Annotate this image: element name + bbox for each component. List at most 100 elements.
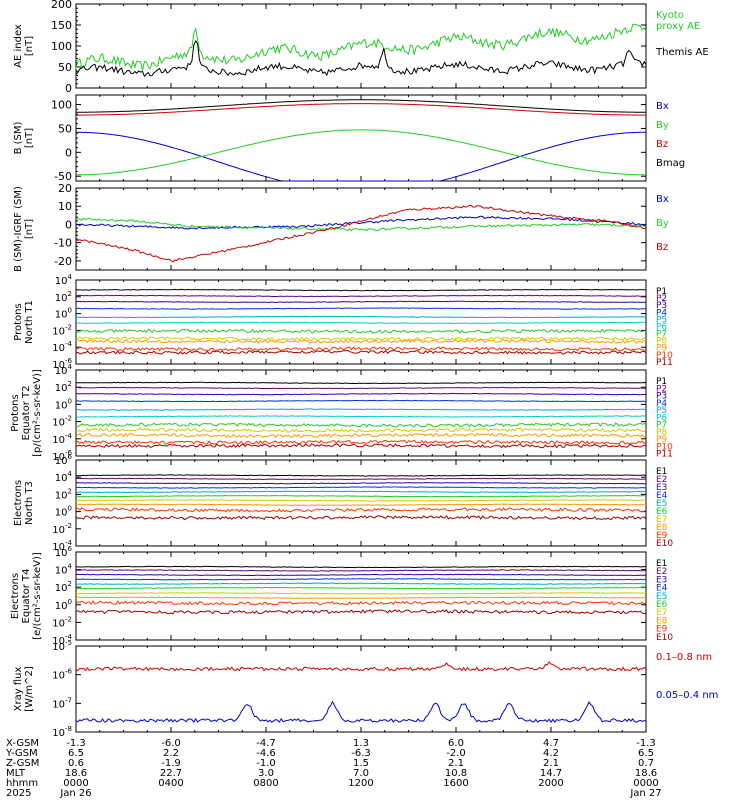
panel-1-series-themis-ae bbox=[75, 39, 647, 78]
panel-1-ytick-label: 100 bbox=[51, 40, 72, 53]
panel-6-series-e6 bbox=[75, 494, 646, 498]
panel-2-ytick-label: -50 bbox=[54, 170, 72, 183]
panel-6-legend: E4 bbox=[656, 491, 668, 501]
panel-6-ytick-label: 10-2 bbox=[52, 522, 72, 536]
panel-5-series-p2 bbox=[75, 386, 646, 390]
panel-2-ylabel: [nT] bbox=[24, 128, 35, 148]
panel-7-series-e3 bbox=[75, 573, 647, 577]
panel-5-series-p11 bbox=[75, 443, 647, 449]
panel-4-legend: P8 bbox=[656, 337, 667, 347]
panel-7-legend: E2 bbox=[656, 567, 667, 577]
axis-row-value: 3.0 bbox=[258, 768, 274, 779]
panel-5-legend: P8 bbox=[656, 428, 667, 438]
panel-7-series-e7 bbox=[76, 592, 647, 595]
panel-6-ytick-label: 102 bbox=[55, 487, 72, 501]
panel-6-legend: E9 bbox=[656, 531, 668, 541]
panel-3-ytick-label: -10 bbox=[54, 237, 72, 250]
axis-row-value: 0.7 bbox=[638, 758, 654, 769]
panel-1-legend: Kyoto bbox=[656, 10, 684, 21]
axis-row-label: hhmm bbox=[6, 778, 38, 789]
panel-4-series-p10 bbox=[75, 346, 647, 352]
axis-row-value: -2.0 bbox=[446, 748, 466, 759]
panel-1-ytick-label: 150 bbox=[51, 19, 72, 32]
panel-8-legend: 0.1–0.8 nm bbox=[656, 652, 712, 663]
panel-2-ytick-label: 100 bbox=[51, 99, 72, 112]
panel-3-ylabel: B (SM)-IGRF (SM) bbox=[13, 186, 24, 272]
panel-4-series-p1 bbox=[75, 288, 646, 292]
panel-4-ytick-label: 102 bbox=[55, 290, 72, 304]
panel-6-series-e5 bbox=[75, 490, 647, 494]
panel-6-legend: E2 bbox=[656, 475, 667, 485]
axis-row-value: 0400 bbox=[158, 778, 183, 789]
panel-8-ytick-label: 10-5 bbox=[52, 639, 72, 653]
axis-row-value: -6.0 bbox=[161, 738, 181, 749]
panel-3-ytick-label: -20 bbox=[54, 255, 72, 268]
panel-7-series-e9 bbox=[75, 600, 647, 606]
panel-2-legend: By bbox=[656, 120, 669, 131]
panel-4-legend: P2 bbox=[656, 294, 667, 304]
panel-7-frame bbox=[75, 551, 647, 641]
panel-4-series-p4 bbox=[75, 307, 647, 310]
panel-4-ytick-label: 100 bbox=[55, 307, 72, 321]
panel-7-legend: E5 bbox=[656, 592, 667, 602]
panel-6-series-e8 bbox=[76, 503, 647, 506]
panel-4-ytick-label: 10-4 bbox=[52, 340, 72, 354]
panel-2-ytick-label: 50 bbox=[58, 122, 72, 135]
panel-1-legend: proxy AE bbox=[656, 21, 700, 32]
panel-4-ylabel: North T1 bbox=[24, 300, 35, 344]
panel-4-ylabel: Protons bbox=[13, 303, 24, 340]
panel-2-series-bz bbox=[76, 103, 646, 116]
panel-8-ytick-label: 10-7 bbox=[52, 696, 72, 710]
panel-6-legend: E5 bbox=[656, 499, 667, 509]
panel-7-series-e5 bbox=[75, 582, 647, 585]
axis-row-value: 2.1 bbox=[543, 758, 559, 769]
panel-6-legend: E1 bbox=[656, 467, 667, 477]
panel-5-series-p8 bbox=[75, 427, 647, 433]
panel-5-legend: P5 bbox=[656, 406, 667, 416]
panel-8-ytick-label: 10-8 bbox=[52, 725, 72, 739]
axis-row-value: 7.0 bbox=[353, 768, 369, 779]
axis-row-value: -4.7 bbox=[256, 738, 276, 749]
axis-row-value: 10.8 bbox=[445, 768, 467, 779]
axis-row-label: MLT bbox=[6, 768, 26, 779]
panel-3-series-by bbox=[75, 217, 647, 232]
axis-row-value: 18.6 bbox=[65, 768, 87, 779]
panel-5-ytick-label: 100 bbox=[55, 397, 72, 411]
panel-5-ylabel: Protons bbox=[10, 394, 21, 431]
panel-7-ylabel: Electrons bbox=[10, 573, 21, 619]
panel-6-legend: E3 bbox=[656, 483, 667, 493]
axis-row-label: X-GSM bbox=[6, 738, 39, 749]
panel-5-ytick-label: 102 bbox=[55, 380, 72, 394]
panel-5-series-p4 bbox=[75, 399, 646, 403]
panel-6-series-e1 bbox=[75, 474, 647, 477]
panel-2-series-bmag bbox=[76, 99, 646, 113]
panel-1-ytick-label: 50 bbox=[58, 61, 72, 74]
panel-3-series-bz bbox=[75, 204, 647, 263]
axis-row-value: Jan 26 bbox=[59, 788, 91, 799]
axis-row-value: -4.6 bbox=[256, 748, 276, 759]
panel-7-ytick-label: 100 bbox=[55, 598, 72, 612]
axis-row-value: -1.3 bbox=[66, 738, 86, 749]
panel-7-ytick-label: 106 bbox=[55, 545, 73, 559]
panel-5-legend: P6 bbox=[656, 413, 667, 423]
panel-2-series-by bbox=[76, 129, 646, 176]
panel-4-legend: P10 bbox=[656, 351, 673, 361]
panel-6-legend: E10 bbox=[656, 539, 673, 549]
panel-2-ytick-label: 0 bbox=[65, 146, 72, 159]
panel-6-legend: E7 bbox=[656, 515, 667, 525]
panel-4-series-p6 bbox=[75, 321, 647, 325]
panel-7-legend: E6 bbox=[656, 600, 668, 610]
panel-4-ytick-label: 10-2 bbox=[52, 323, 72, 337]
panel-3-legend: Bx bbox=[656, 194, 669, 205]
panel-6-frame bbox=[75, 459, 647, 547]
panel-5-series-p6 bbox=[75, 415, 647, 418]
panel-1-ylabel: AE index bbox=[13, 24, 24, 68]
panel-4-legend: P7 bbox=[656, 330, 667, 340]
panel-2-frame bbox=[75, 94, 647, 182]
panel-7-series-e10 bbox=[75, 609, 647, 615]
panel-7-ytick-label: 102 bbox=[55, 580, 72, 594]
panel-5-ylabel: Equator T2 bbox=[21, 386, 32, 441]
panel-1-legend: Themis AE bbox=[655, 47, 709, 58]
panel-2-legend: Bz bbox=[656, 139, 668, 150]
